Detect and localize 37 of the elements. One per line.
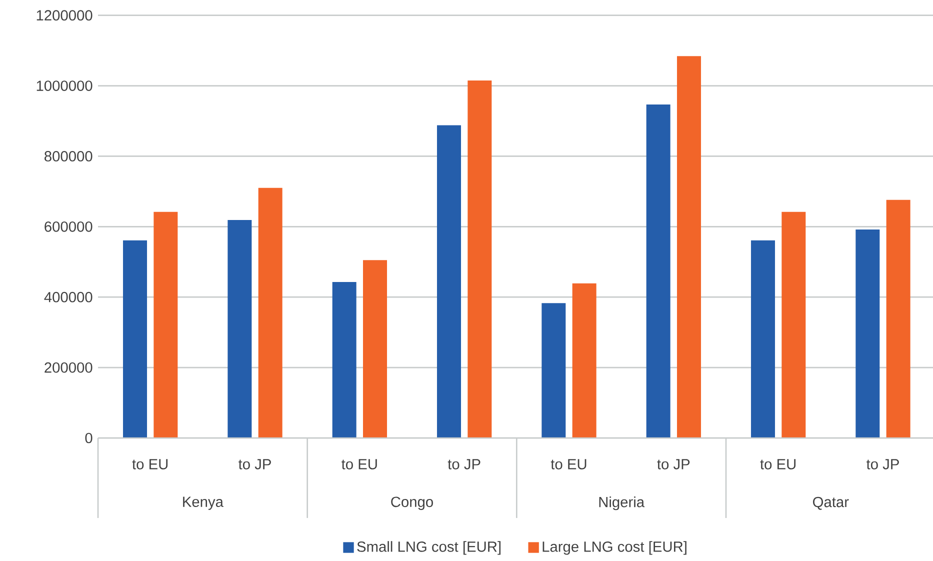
bar (572, 283, 596, 438)
text: Qatar (813, 496, 849, 510)
y-tick-label: 200000 (44, 362, 92, 373)
bar (468, 80, 492, 438)
y-tick-label: 1200000 (36, 10, 92, 21)
bar (228, 220, 252, 438)
bar (750, 240, 775, 438)
y-tick-label: 1000000 (36, 80, 92, 91)
x-tick-label: to EU (550, 459, 586, 470)
bar (782, 212, 806, 438)
bar (258, 188, 282, 438)
y-tick-label: 400000 (44, 292, 92, 302)
x-tick-label: to EU (760, 459, 796, 470)
bar (646, 104, 670, 438)
bar (856, 229, 880, 438)
x-tick-label: to JP (866, 459, 899, 470)
x-tick-label: to EU (342, 459, 377, 470)
bar (886, 200, 910, 438)
x-tick-label: to JP (448, 459, 480, 470)
y-tick-label: 0 (85, 432, 92, 444)
bar (436, 125, 461, 438)
bar (123, 240, 148, 438)
y-tick-label: 600000 (44, 221, 92, 232)
y-tick-label: 800000 (44, 151, 92, 162)
legend-label: Large LNG cost [EUR] (542, 541, 686, 555)
bar (154, 212, 178, 438)
text: Kenya (183, 496, 224, 510)
bar (676, 56, 701, 438)
x-tick-label: to JP (657, 459, 690, 470)
text: Nigeria (599, 496, 645, 510)
x-tick-label: to EU (132, 459, 168, 470)
bar (363, 260, 388, 438)
legend-label: Small LNG cost [EUR] (357, 541, 501, 555)
text: Congo (391, 496, 433, 510)
bar (542, 303, 566, 438)
x-tick-label: to JP (238, 459, 271, 470)
bar (332, 282, 356, 438)
